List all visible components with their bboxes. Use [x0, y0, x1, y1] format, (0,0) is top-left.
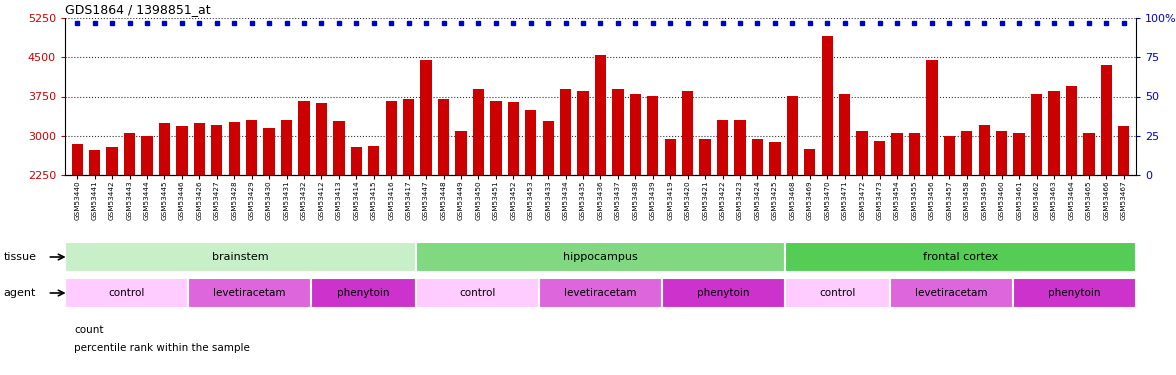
- Bar: [310, 278, 416, 308]
- Text: brainstem: brainstem: [212, 252, 269, 262]
- Bar: [299, 101, 309, 293]
- Bar: [909, 133, 920, 293]
- Text: agent: agent: [4, 288, 36, 298]
- Bar: [927, 60, 937, 293]
- Bar: [524, 110, 536, 293]
- Text: levetiracetam: levetiracetam: [564, 288, 636, 298]
- Bar: [787, 96, 799, 293]
- Bar: [420, 60, 432, 293]
- Bar: [315, 103, 327, 293]
- Bar: [490, 101, 501, 293]
- Bar: [856, 130, 868, 293]
- Bar: [822, 36, 833, 293]
- Bar: [1083, 133, 1095, 293]
- Bar: [1013, 278, 1136, 308]
- Bar: [700, 139, 710, 293]
- Bar: [629, 94, 641, 293]
- Bar: [386, 101, 396, 293]
- Text: percentile rank within the sample: percentile rank within the sample: [74, 343, 249, 353]
- Bar: [416, 278, 539, 308]
- Text: phenytoin: phenytoin: [697, 288, 749, 298]
- Bar: [65, 278, 188, 308]
- Bar: [682, 91, 694, 293]
- Bar: [508, 102, 519, 293]
- Bar: [804, 149, 815, 293]
- Bar: [751, 139, 763, 293]
- Bar: [141, 136, 153, 293]
- Bar: [368, 146, 380, 293]
- Bar: [891, 133, 903, 293]
- Bar: [647, 96, 659, 293]
- Bar: [560, 88, 572, 293]
- Bar: [473, 88, 485, 293]
- Bar: [539, 278, 662, 308]
- Bar: [961, 131, 973, 293]
- Bar: [943, 136, 955, 293]
- Bar: [1118, 126, 1129, 293]
- Bar: [784, 278, 890, 308]
- Text: count: count: [74, 325, 103, 335]
- Bar: [403, 99, 414, 293]
- Bar: [194, 123, 205, 293]
- Bar: [228, 122, 240, 293]
- Bar: [1048, 91, 1060, 293]
- Bar: [263, 128, 275, 293]
- Bar: [996, 130, 1008, 293]
- Text: control: control: [460, 288, 496, 298]
- Bar: [65, 242, 416, 272]
- Bar: [734, 120, 746, 293]
- Bar: [437, 99, 449, 293]
- Text: levetiracetam: levetiracetam: [213, 288, 286, 298]
- Bar: [176, 126, 187, 293]
- Bar: [769, 141, 781, 293]
- Bar: [717, 120, 728, 293]
- Text: levetiracetam: levetiracetam: [915, 288, 988, 298]
- Bar: [333, 121, 345, 293]
- Bar: [595, 55, 606, 293]
- Bar: [72, 144, 82, 293]
- Bar: [159, 123, 171, 293]
- Bar: [188, 278, 310, 308]
- Bar: [281, 120, 292, 293]
- Bar: [613, 89, 623, 293]
- Bar: [123, 133, 135, 293]
- Bar: [664, 139, 676, 293]
- Bar: [1031, 94, 1042, 293]
- Bar: [1101, 65, 1112, 293]
- Bar: [784, 242, 1136, 272]
- Text: frontal cortex: frontal cortex: [923, 252, 998, 262]
- Text: control: control: [820, 288, 856, 298]
- Bar: [350, 147, 362, 293]
- Bar: [106, 147, 118, 293]
- Text: tissue: tissue: [4, 252, 36, 262]
- Text: phenytoin: phenytoin: [1048, 288, 1101, 298]
- Text: phenytoin: phenytoin: [338, 288, 389, 298]
- Bar: [978, 125, 990, 293]
- Bar: [542, 121, 554, 293]
- Bar: [211, 125, 222, 293]
- Text: GDS1864 / 1398851_at: GDS1864 / 1398851_at: [65, 3, 211, 16]
- Bar: [874, 141, 886, 293]
- Bar: [246, 120, 258, 293]
- Text: control: control: [108, 288, 145, 298]
- Bar: [1065, 86, 1077, 293]
- Bar: [838, 94, 850, 293]
- Bar: [416, 242, 784, 272]
- Bar: [455, 130, 467, 293]
- Text: hippocampus: hippocampus: [563, 252, 637, 262]
- Bar: [890, 278, 1013, 308]
- Bar: [89, 150, 100, 293]
- Bar: [1014, 133, 1024, 293]
- Bar: [662, 278, 784, 308]
- Bar: [577, 91, 589, 293]
